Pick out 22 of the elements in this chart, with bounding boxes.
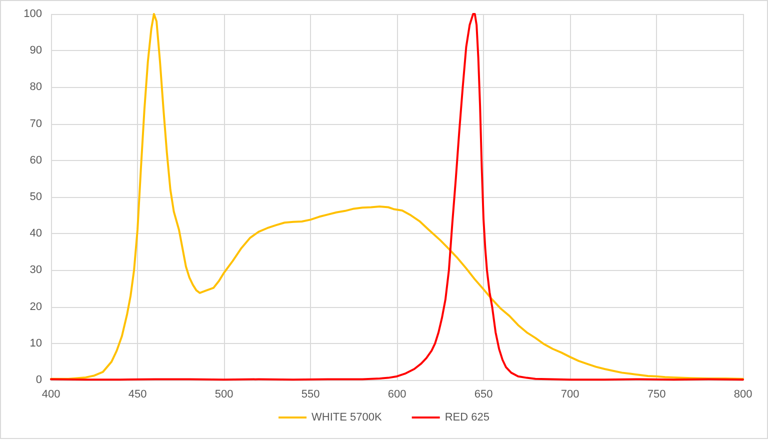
y-tick-label: 10 — [30, 337, 42, 350]
x-tick-label: 800 — [734, 388, 752, 400]
y-tick-label: 20 — [30, 300, 42, 313]
x-tick-label: 550 — [301, 388, 320, 400]
y-tick-label: 50 — [30, 191, 42, 203]
legend-label: RED 625 — [444, 412, 490, 424]
y-tick-label: 0 — [36, 374, 42, 386]
y-tick-label: 40 — [30, 228, 42, 240]
y-tick-label: 90 — [30, 44, 42, 57]
y-tick-label: 60 — [30, 154, 42, 166]
y-tick-label: 100 — [24, 8, 42, 20]
x-tick-label: 500 — [214, 388, 234, 400]
x-tick-label: 700 — [560, 388, 580, 400]
x-tick-label: 750 — [647, 388, 666, 400]
x-tick-label: 400 — [42, 388, 60, 400]
x-tick-label: 450 — [128, 388, 147, 400]
legend-label: WHITE 5700K — [312, 412, 382, 424]
y-tick-label: 30 — [30, 264, 42, 276]
x-tick-label: 600 — [388, 388, 406, 400]
y-tick-label: 70 — [30, 118, 42, 130]
y-tick-label: 80 — [30, 81, 42, 94]
x-tick-label: 650 — [474, 388, 493, 400]
